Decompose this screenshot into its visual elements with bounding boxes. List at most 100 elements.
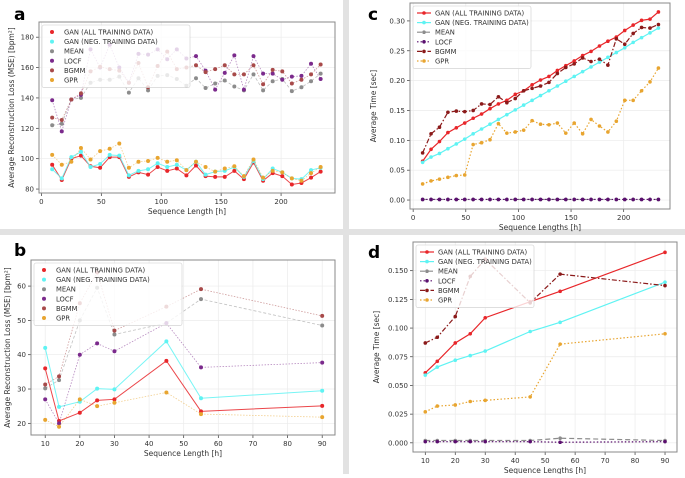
data-point: [530, 118, 534, 123]
data-point: [136, 159, 141, 164]
data-point: [631, 197, 635, 202]
legend-item: MEAN: [42, 286, 76, 294]
data-point: [320, 388, 325, 393]
legend-marker: [425, 288, 429, 293]
legend-label: GPR: [64, 77, 78, 85]
legend-marker: [42, 316, 46, 320]
data-point: [299, 77, 304, 82]
data-point: [597, 57, 602, 61]
y-axis-label: Average Time [sec]: [372, 311, 381, 383]
data-point: [232, 164, 237, 169]
legend-item: GPR: [42, 315, 70, 323]
data-point: [43, 386, 48, 391]
data-point: [589, 197, 593, 202]
y-tick-label: 0.150: [388, 267, 408, 275]
data-point: [270, 67, 275, 72]
legend-label: GAN (ALL TRAINING DATA): [435, 10, 525, 18]
legend-item: GAN (ALL TRAINING DATA): [417, 10, 525, 18]
series-gan-all-training-data: [43, 358, 325, 423]
y-tick-label: 0.000: [388, 439, 408, 447]
x-tick-label: 100: [155, 198, 168, 206]
data-point: [639, 197, 644, 202]
data-point: [454, 173, 459, 178]
data-point: [453, 403, 458, 407]
legend-marker: [422, 40, 426, 44]
data-point: [320, 360, 325, 365]
legend-box: [33, 262, 183, 326]
data-point: [547, 80, 551, 85]
legend-label: GAN (NEG. TRAINING DATA): [64, 38, 158, 46]
data-point: [656, 197, 661, 202]
x-tick-label: 90: [318, 440, 327, 448]
x-tick-label: 20: [75, 440, 84, 448]
axes-frame: [30, 259, 336, 436]
data-point: [454, 197, 459, 202]
legend-marker: [42, 287, 46, 292]
data-point: [165, 159, 170, 164]
data-point: [251, 72, 256, 77]
data-point: [528, 395, 532, 399]
data-point: [513, 96, 518, 101]
y-tick-label: 0.025: [388, 411, 408, 419]
data-point: [488, 197, 492, 202]
data-point: [479, 140, 484, 145]
axes-frame: [412, 241, 678, 453]
data-point: [572, 62, 577, 66]
data-point: [538, 197, 543, 202]
data-point: [318, 76, 323, 81]
data-point: [88, 165, 93, 170]
data-point: [126, 173, 131, 178]
data-point: [597, 197, 602, 202]
data-point: [622, 45, 627, 50]
data-point: [631, 31, 635, 36]
data-point: [656, 66, 661, 70]
legend-label: GAN (NEG. TRAINING DATA): [56, 276, 150, 284]
legend-marker: [50, 49, 54, 54]
data-point: [429, 131, 433, 136]
x-tick-label: 60: [214, 440, 223, 448]
data-point: [606, 39, 610, 44]
legend-item: LOCF: [50, 57, 82, 65]
data-point: [648, 26, 652, 30]
legend-item: MEAN: [50, 48, 84, 56]
x-tick-label: 50: [461, 214, 470, 222]
data-point: [165, 165, 170, 170]
y-axis-label: Average Reconstruction Loss (MSE) [bpm²]: [7, 27, 16, 187]
legend-label: BGMM: [435, 48, 457, 56]
data-point: [193, 76, 198, 81]
legend-marker: [425, 279, 429, 283]
data-point: [454, 109, 459, 113]
data-point: [241, 87, 246, 92]
series-gan-neg-training-data: [420, 26, 661, 165]
data-point: [165, 168, 170, 173]
data-point: [309, 171, 314, 176]
data-point: [631, 23, 635, 27]
data-point: [270, 79, 275, 84]
x-tick-label: 70: [248, 440, 257, 448]
data-point: [656, 22, 661, 27]
panel-a: 0 50 100 150 200 80 100 120 140 160 180 Sequence Le…: [7, 21, 336, 216]
data-point: [483, 349, 488, 353]
data-point: [174, 162, 179, 167]
x-tick-label: 40: [511, 457, 520, 465]
data-point: [77, 397, 82, 402]
data-point: [98, 161, 103, 166]
data-point: [155, 165, 160, 170]
data-point: [437, 151, 442, 156]
legend-item: GAN (NEG. TRAINING DATA): [420, 258, 532, 266]
data-point: [547, 123, 551, 127]
data-point: [468, 332, 473, 336]
series-bgmm: [420, 22, 661, 155]
legend-label: LOCF: [435, 38, 453, 46]
data-point: [174, 166, 179, 171]
data-point: [479, 127, 484, 131]
legend: GAN (ALL TRAINING DATA)GAN (NEG. TRAININ…: [33, 262, 183, 326]
series-gpr: [423, 332, 667, 414]
data-point: [622, 197, 627, 202]
data-point: [663, 280, 667, 284]
data-point: [453, 314, 458, 319]
data-point: [555, 71, 560, 76]
data-point: [558, 320, 562, 325]
data-point: [199, 396, 204, 401]
